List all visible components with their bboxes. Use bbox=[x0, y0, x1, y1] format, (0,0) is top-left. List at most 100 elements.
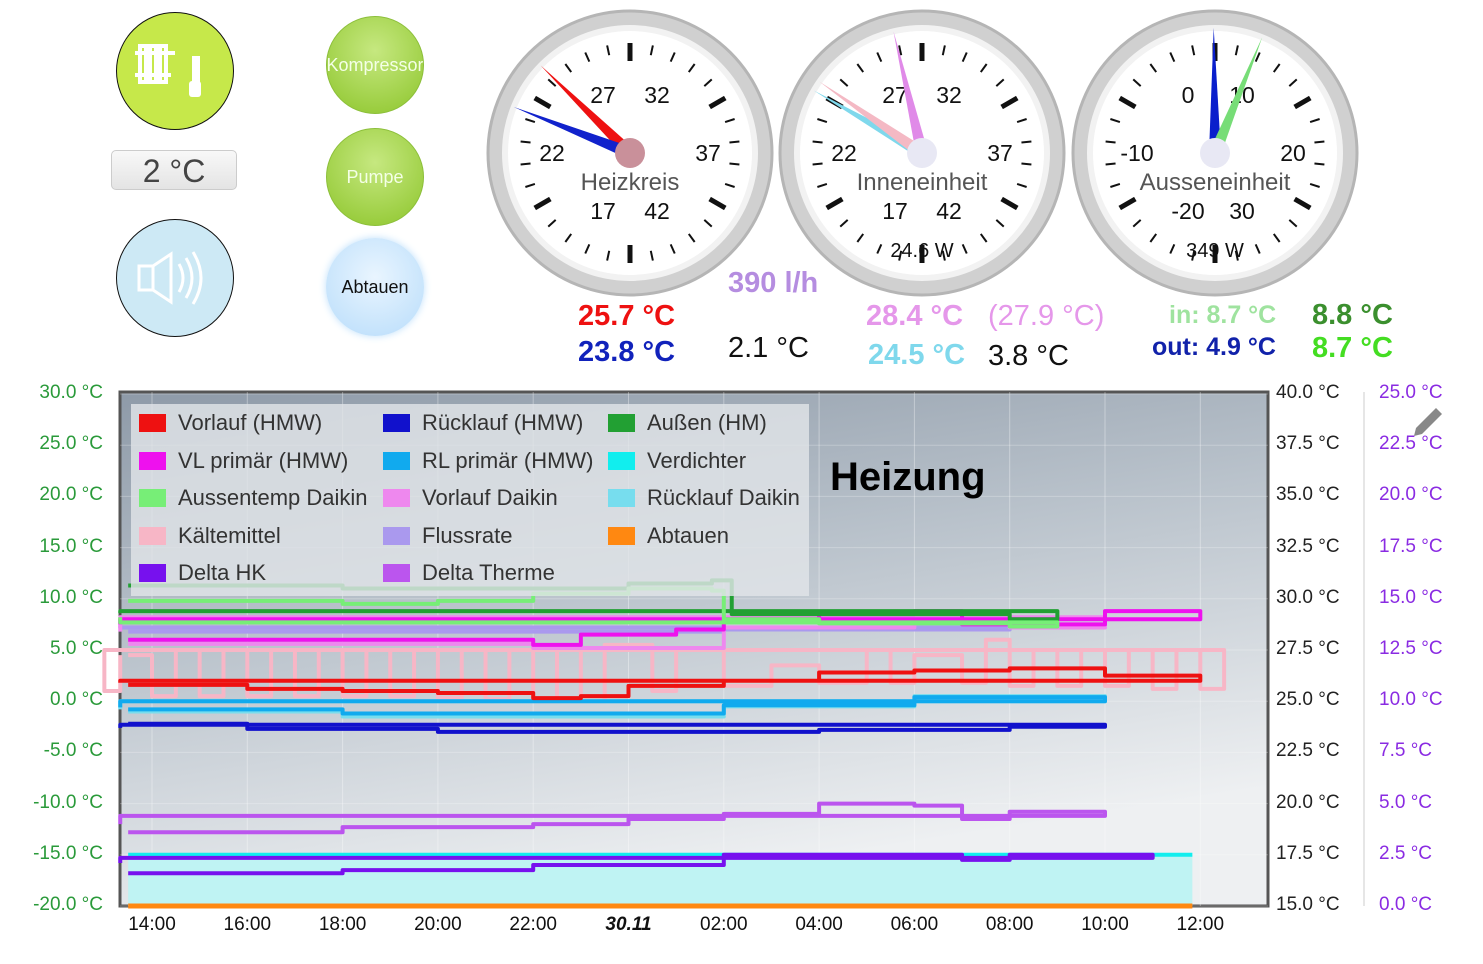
compressor-button[interactable]: Kompressor bbox=[326, 16, 424, 114]
radiator-thermometer-icon bbox=[135, 44, 201, 97]
left-axis-tick: 0.0 °C bbox=[49, 689, 103, 711]
right2-axis-tick: 25.0 °C bbox=[1379, 382, 1443, 403]
right-axis-tick: 27.5 °C bbox=[1276, 638, 1340, 659]
legend-item[interactable]: VL primär (HMW) bbox=[139, 448, 348, 474]
x-axis-tick: 14:00 bbox=[128, 914, 176, 935]
gauge-tick-label: 17 bbox=[590, 198, 616, 224]
gauge-needle bbox=[1209, 37, 1263, 156]
gauge-tick-label: 27 bbox=[590, 82, 616, 108]
delta-therme-value: 3.8 °C bbox=[988, 340, 1069, 372]
gauge-needle bbox=[540, 65, 635, 158]
x-axis-tick: 10:00 bbox=[1081, 914, 1129, 935]
legend-item[interactable]: Außen (HM) bbox=[608, 410, 767, 436]
sound-button[interactable] bbox=[116, 219, 234, 337]
x-axis-tick: 20:00 bbox=[414, 914, 462, 935]
right-axis-tick: 17.5 °C bbox=[1276, 842, 1340, 864]
legend-item[interactable]: Vorlauf Daikin bbox=[383, 485, 558, 511]
gauge-needle bbox=[819, 81, 926, 158]
left-axis-tick: 10.0 °C bbox=[39, 586, 103, 608]
legend-label: RL primär (HMW) bbox=[422, 447, 594, 473]
legend-item[interactable]: RL primär (HMW) bbox=[383, 448, 594, 474]
x-axis-tick: 16:00 bbox=[223, 914, 272, 935]
left-axis-tick: 25.0 °C bbox=[39, 433, 103, 455]
left-axis-tick: -5.0 °C bbox=[43, 740, 103, 762]
legend-item[interactable]: Verdichter bbox=[608, 448, 746, 474]
gauge-tick-label: 22 bbox=[539, 140, 565, 166]
gauge-tick-label: -20 bbox=[1171, 198, 1204, 224]
legend-swatch bbox=[608, 526, 635, 545]
gauge-tick-label: 17 bbox=[882, 198, 908, 224]
series-rl-primär-hmw- bbox=[118, 695, 1107, 716]
right2-axis-tick: 10.0 °C bbox=[1379, 689, 1443, 711]
right-axis-tick: 40.0 °C bbox=[1276, 382, 1340, 403]
x-axis-tick: 18:00 bbox=[318, 914, 367, 935]
legend-label: Delta Therme bbox=[422, 560, 555, 585]
legend-item[interactable]: Kältemittel bbox=[139, 523, 281, 549]
right-axis-tick: 22.5 °C bbox=[1276, 740, 1340, 762]
legend-item[interactable]: Delta HK bbox=[139, 560, 266, 586]
gauge-tick-label: 22 bbox=[831, 140, 857, 166]
gauge-title: Inneneinheit bbox=[857, 169, 988, 196]
right-axis-tick: 30.0 °C bbox=[1276, 586, 1340, 608]
legend-item[interactable]: Flussrate bbox=[383, 523, 512, 549]
series-rücklauf-hmw- bbox=[118, 721, 1107, 734]
legend-swatch bbox=[139, 564, 166, 582]
gauge-tick-label: 42 bbox=[644, 198, 670, 224]
legend-swatch bbox=[383, 564, 410, 582]
innen-vorlauf-value: 28.4 °C bbox=[866, 300, 964, 332]
legend-item[interactable]: Delta Therme bbox=[383, 560, 555, 586]
heating-mode-button[interactable] bbox=[116, 12, 234, 130]
legend-swatch bbox=[139, 489, 166, 507]
left-axis-tick: -10.0 °C bbox=[33, 791, 103, 813]
right2-axis-tick: 20.0 °C bbox=[1379, 484, 1443, 506]
pump-button[interactable]: Pumpe bbox=[326, 128, 424, 226]
defrost-button[interactable]: Abtauen bbox=[326, 238, 424, 336]
right2-axis-tick: 2.5 °C bbox=[1379, 842, 1433, 864]
gauge-needle bbox=[513, 106, 633, 159]
gauge-title: Heizkreis bbox=[581, 169, 680, 196]
gauge-title: Ausseneinheit bbox=[1140, 169, 1291, 196]
x-axis-tick: 30.11 bbox=[605, 914, 652, 935]
right2-axis-tick: 7.5 °C bbox=[1379, 740, 1433, 762]
legend-item[interactable]: Rücklauf Daikin bbox=[608, 485, 800, 511]
legend-swatch bbox=[383, 526, 410, 545]
right2-axis-tick: 12.5 °C bbox=[1379, 638, 1443, 659]
right2-axis-tick: 5.0 °C bbox=[1379, 791, 1433, 813]
right2-axis-tick: 15.0 °C bbox=[1379, 586, 1443, 608]
flow-rate-value: 390 l/h bbox=[728, 267, 819, 299]
gauge-tick-label: 32 bbox=[936, 82, 962, 108]
x-axis-tick: 06:00 bbox=[890, 914, 939, 935]
legend-swatch bbox=[139, 526, 166, 545]
gauge-tick-label: 42 bbox=[936, 198, 962, 224]
legend-swatch bbox=[139, 451, 166, 470]
legend-swatch bbox=[608, 489, 635, 507]
gauge-needle bbox=[893, 31, 928, 155]
left-axis-tick: -20.0 °C bbox=[33, 894, 103, 915]
innen-vorlauf-secondary: (27.9 °C) bbox=[988, 300, 1105, 332]
legend-swatch bbox=[383, 451, 410, 470]
legend-item[interactable]: Aussentemp Daikin bbox=[139, 485, 368, 511]
pencil-icon[interactable] bbox=[1408, 402, 1448, 442]
legend-item[interactable]: Rücklauf (HMW) bbox=[383, 410, 583, 436]
left-axis-tick: 5.0 °C bbox=[49, 638, 103, 659]
gauge-needle bbox=[1209, 28, 1221, 154]
legend-item[interactable]: Abtauen bbox=[608, 523, 729, 549]
heizkreis-ruecklauf-value: 23.8 °C bbox=[578, 336, 676, 368]
speaker-icon bbox=[137, 251, 203, 305]
left-axis-tick: -15.0 °C bbox=[33, 842, 103, 864]
heizkreis-vorlauf-value: 25.7 °C bbox=[578, 300, 676, 332]
legend-label: Rücklauf (HMW) bbox=[422, 410, 584, 435]
gauge-tick-label: 32 bbox=[644, 82, 670, 108]
legend-item[interactable]: Vorlauf (HMW) bbox=[139, 410, 322, 436]
left-axis-tick: 30.0 °C bbox=[39, 382, 103, 403]
legend-swatch bbox=[608, 451, 635, 470]
legend-label: Delta HK bbox=[178, 560, 267, 585]
gauge-tick-label: 30 bbox=[1229, 198, 1255, 224]
chart-legend: Vorlauf (HMW) Rücklauf (HMW) Außen (HM) VL … bbox=[131, 404, 809, 596]
gauge-power: 349 W bbox=[1186, 240, 1244, 262]
legend-label: VL primär (HMW) bbox=[178, 447, 349, 473]
gauge-tick-label: -10 bbox=[1120, 140, 1153, 166]
gauge-power: 24.6 W bbox=[890, 240, 953, 262]
